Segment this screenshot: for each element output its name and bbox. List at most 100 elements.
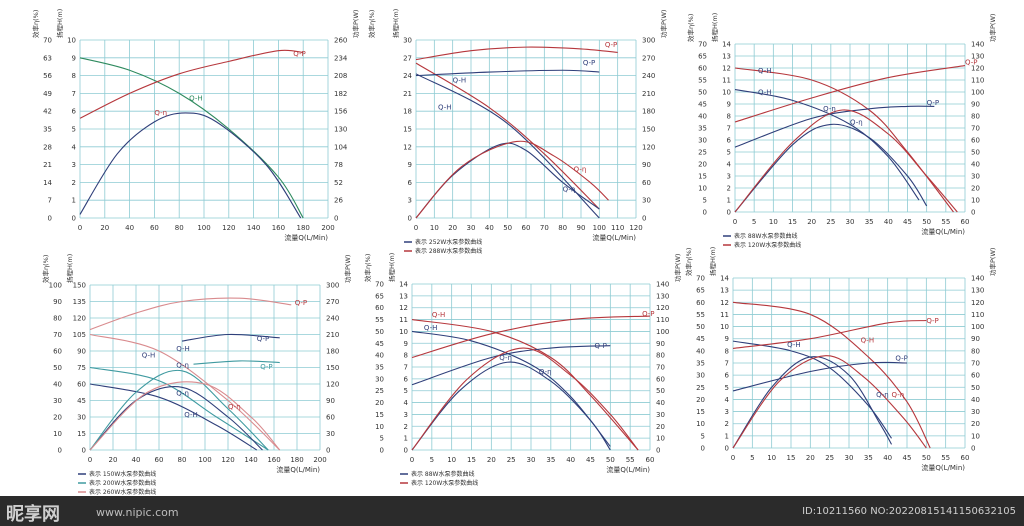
curve-label: Q-P bbox=[605, 41, 617, 49]
right-tick-label: 208 bbox=[334, 72, 347, 80]
y-tick-label: 0 bbox=[408, 215, 412, 223]
right-tick-label: 0 bbox=[971, 445, 975, 453]
right-tick-label: 50 bbox=[971, 149, 980, 157]
x-tick-label: 25 bbox=[826, 218, 835, 226]
curve-label: Q-H bbox=[861, 336, 875, 344]
x-tick-label: 35 bbox=[864, 454, 873, 462]
legend-entry: 表示 288W水泵参数曲线 bbox=[415, 247, 482, 255]
y-tick-label: 0 bbox=[703, 209, 707, 217]
legend-entry: 表示 88W水泵参数曲线 bbox=[734, 232, 797, 240]
curve-label: Q-η bbox=[563, 185, 576, 193]
y-tick-label: 55 bbox=[696, 311, 705, 319]
y-tick-label: 5 bbox=[72, 126, 76, 134]
y-tick-label: 0 bbox=[48, 215, 52, 223]
right-tick-label: 70 bbox=[656, 364, 665, 372]
y-axis-label: 效率η(%) bbox=[31, 10, 40, 38]
right-tick-label: 80 bbox=[656, 352, 665, 360]
y-tick-label: 3 bbox=[725, 408, 729, 416]
y-tick-label: 8 bbox=[725, 347, 729, 355]
series-line bbox=[732, 319, 927, 349]
curve-label: Q-H bbox=[758, 67, 772, 75]
right-tick-label: 180 bbox=[642, 108, 655, 116]
curve-label: Q-η bbox=[876, 391, 889, 399]
y-tick-label: 70 bbox=[696, 275, 705, 283]
y-tick-label: 6 bbox=[408, 179, 413, 187]
right-tick-label: 30 bbox=[326, 430, 335, 438]
curve-label: Q-P bbox=[895, 355, 907, 363]
x-tick-label: 55 bbox=[941, 218, 950, 226]
legend-entry: 表示 120W水泵参数曲线 bbox=[734, 241, 801, 249]
right-tick-label: 70 bbox=[971, 360, 980, 368]
y-tick-label: 10 bbox=[696, 420, 705, 428]
y-tick-label: 35 bbox=[698, 125, 707, 133]
y-tick-label: 0 bbox=[725, 445, 729, 453]
x-tick-label: 20 bbox=[807, 218, 816, 226]
y-tick-label: 7 bbox=[404, 364, 408, 372]
y-tick-label: 10 bbox=[67, 37, 76, 45]
y-tick-label: 5 bbox=[725, 384, 729, 392]
curve-label: Q-P bbox=[926, 317, 938, 325]
curve-label: Q-η bbox=[850, 118, 863, 126]
right-tick-label: 50 bbox=[656, 387, 665, 395]
x-tick-label: 10 bbox=[769, 218, 778, 226]
y-axis-label: 扬程H(m) bbox=[65, 254, 74, 283]
y-tick-label: 5 bbox=[703, 197, 707, 205]
y-tick-label: 56 bbox=[43, 72, 52, 80]
series-line bbox=[89, 383, 258, 451]
legend-entry: 表示 120W水泵参数曲线 bbox=[411, 479, 478, 487]
right-tick-label: 0 bbox=[326, 447, 330, 455]
right-tick-label: 140 bbox=[971, 275, 984, 283]
x-tick-label: 140 bbox=[244, 456, 257, 464]
x-tick-label: 200 bbox=[313, 456, 326, 464]
y-tick-label: 9 bbox=[408, 161, 412, 169]
right-tick-label: 26 bbox=[334, 197, 343, 205]
curve-label: Q-H bbox=[432, 311, 446, 319]
y-tick-label: 35 bbox=[43, 126, 52, 134]
x-tick-label: 60 bbox=[961, 218, 970, 226]
y-axis-label: 扬程H(m) bbox=[391, 9, 400, 38]
curve-label: Q-H bbox=[424, 324, 438, 332]
right-tick-label: 30 bbox=[971, 408, 980, 416]
y-tick-label: 20 bbox=[696, 396, 705, 404]
right-tick-label: 180 bbox=[326, 348, 339, 356]
right-tick-label: 52 bbox=[334, 179, 343, 187]
series-line bbox=[411, 347, 639, 451]
y-tick-label: 11 bbox=[720, 311, 729, 319]
y-tick-label: 18 bbox=[403, 108, 412, 116]
right-tick-label: 60 bbox=[971, 372, 980, 380]
series-line bbox=[79, 112, 302, 219]
y-tick-label: 9 bbox=[725, 335, 729, 343]
charts-svg: 0 20 40 60 80 100 120 140 160 180 200流量Q(L/Min)071… bbox=[31, 9, 997, 496]
y-tick-label: 25 bbox=[375, 387, 384, 395]
legend-entry: 表示 150W水泵参数曲线 bbox=[89, 470, 156, 478]
series-line bbox=[411, 319, 639, 451]
y-tick-label: 13 bbox=[722, 53, 731, 61]
right-tick-label: 10 bbox=[971, 432, 980, 440]
y-tick-label: 65 bbox=[696, 287, 705, 295]
y-tick-label: 3 bbox=[404, 411, 408, 419]
y-axis-label: 效率η(%) bbox=[684, 248, 693, 276]
y-tick-label: 105 bbox=[73, 331, 86, 339]
x-tick-label: 15 bbox=[467, 456, 476, 464]
x-tick-label: 50 bbox=[922, 454, 931, 462]
x-tick-label: 10 bbox=[767, 454, 776, 462]
y-tick-label: 4 bbox=[727, 161, 732, 169]
x-tick-label: 0 bbox=[78, 224, 82, 232]
x-tick-label: 0 bbox=[410, 456, 414, 464]
y-tick-label: 27 bbox=[403, 54, 412, 62]
y-tick-label: 5 bbox=[701, 432, 705, 440]
right-tick-label: 234 bbox=[334, 54, 348, 62]
right-tick-label: 100 bbox=[971, 323, 984, 331]
curve-label: Q-P bbox=[260, 363, 272, 371]
series-line bbox=[732, 361, 908, 392]
y-tick-label: 20 bbox=[698, 161, 707, 169]
right-tick-label: 0 bbox=[642, 215, 646, 223]
y-tick-label: 1 bbox=[727, 197, 731, 205]
y-tick-label: 15 bbox=[77, 430, 86, 438]
curve-label: Q-H bbox=[438, 103, 452, 111]
x-tick-label: 20 bbox=[109, 456, 118, 464]
curve-label: Q-η bbox=[499, 354, 512, 362]
right-tick-label: 130 bbox=[334, 126, 347, 134]
series-line bbox=[89, 369, 269, 451]
y-tick-label: 21 bbox=[43, 161, 52, 169]
